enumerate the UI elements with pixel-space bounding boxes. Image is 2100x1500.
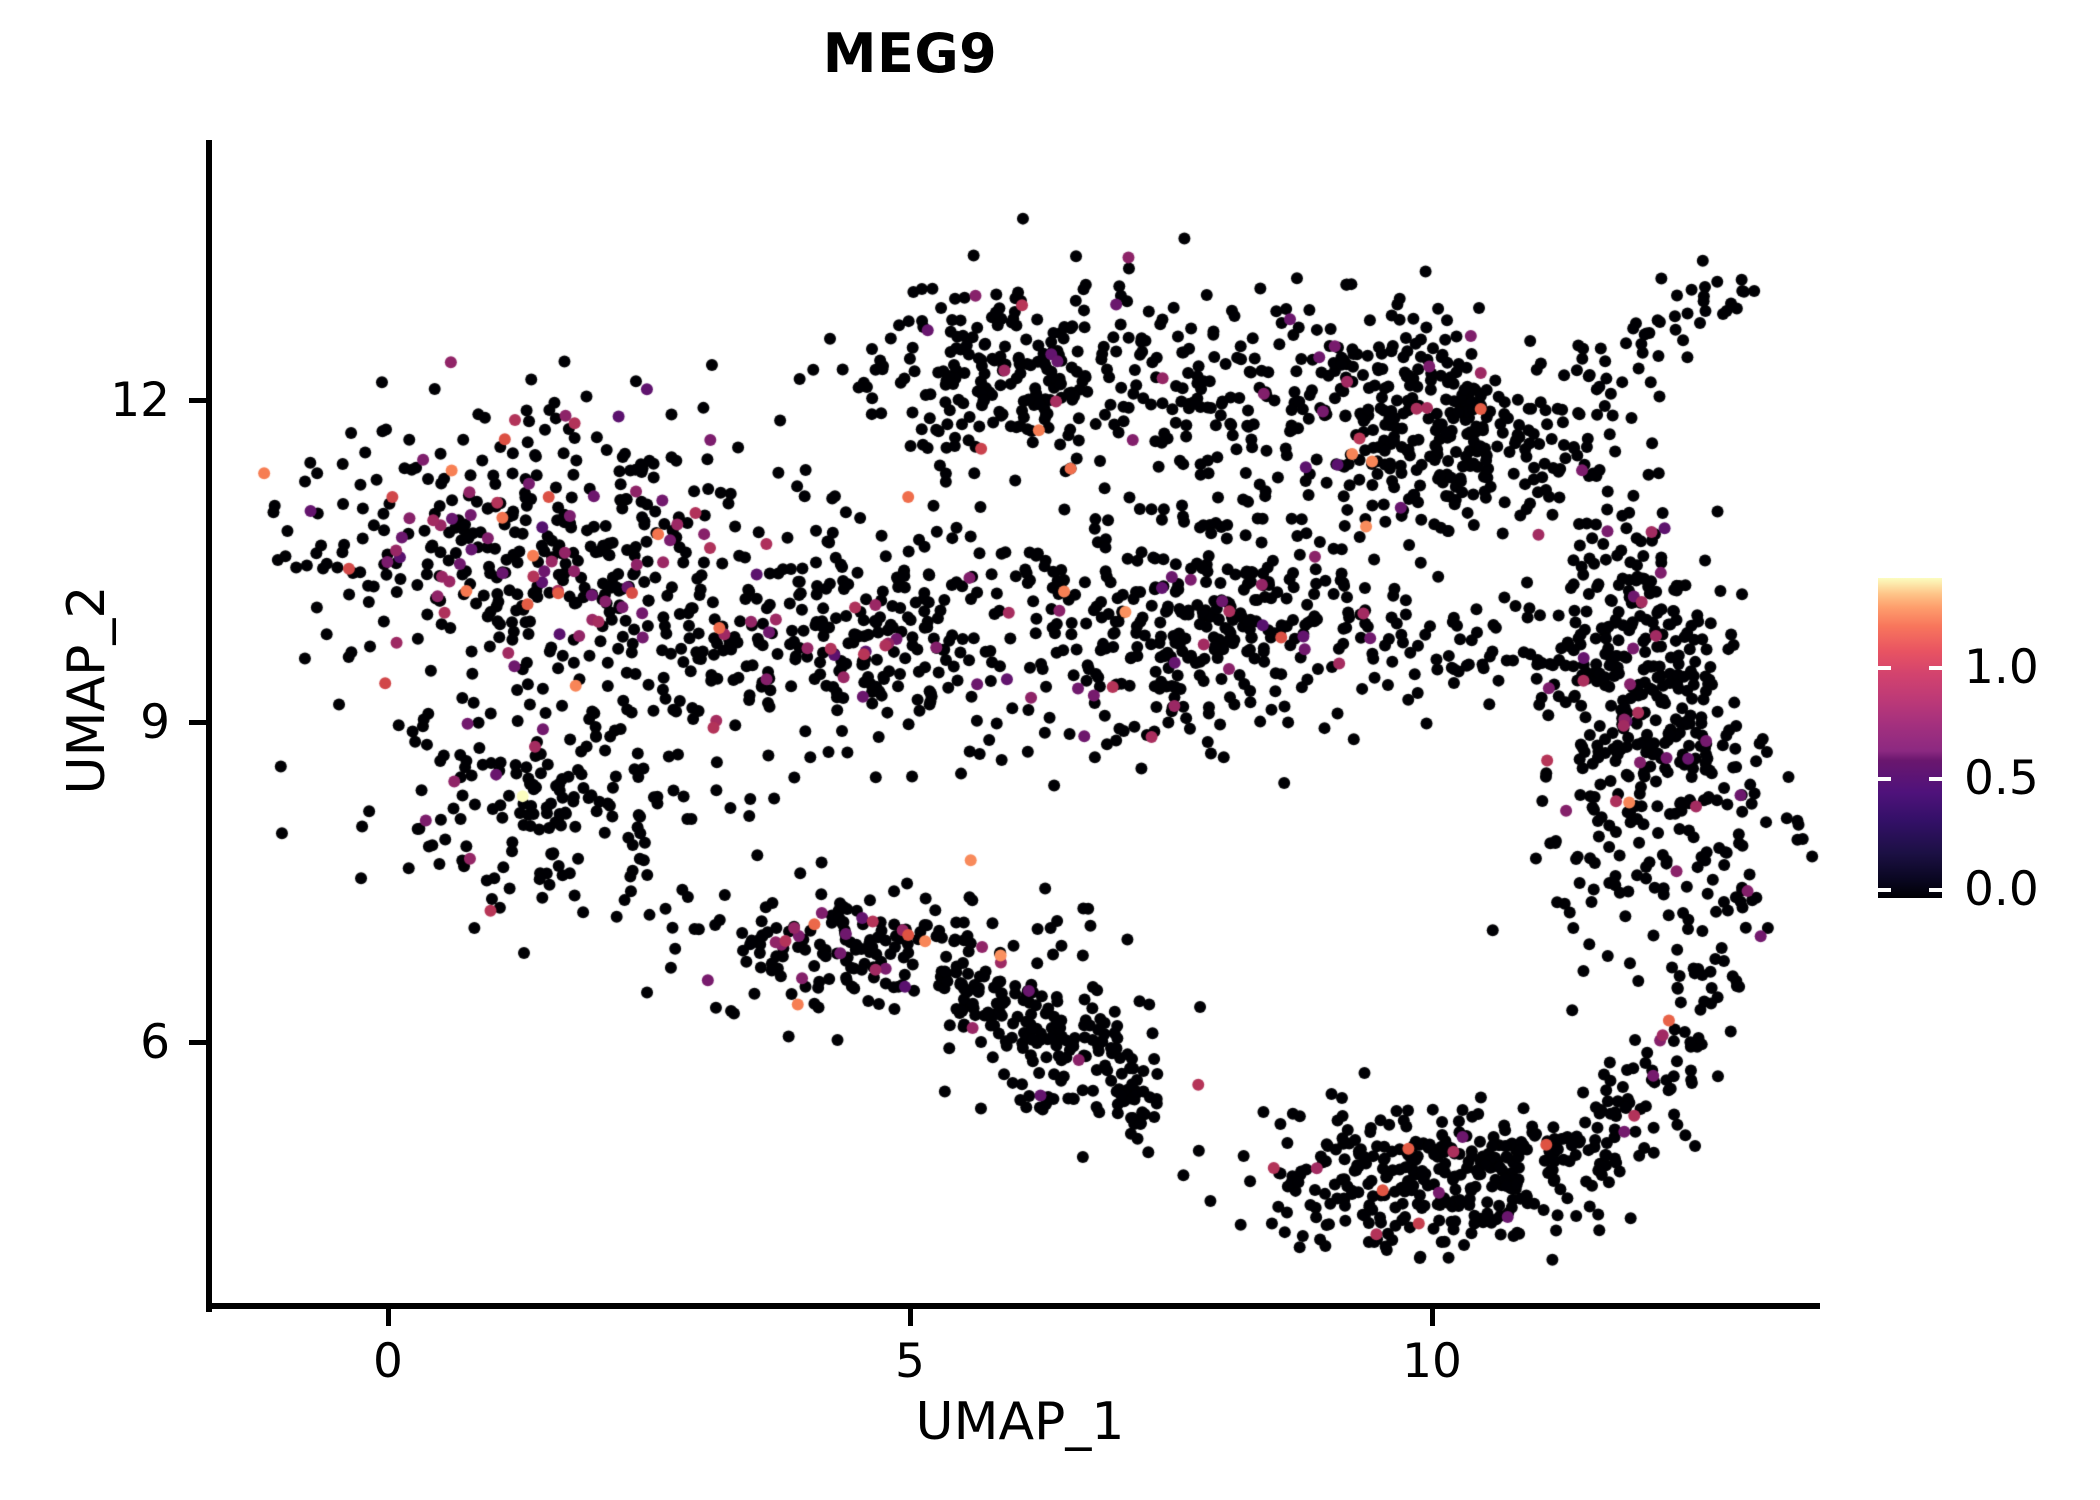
y-axis-label: UMAP_2 (57, 585, 117, 795)
colorbar-tick-label-1.0: 1.0 (1964, 640, 2039, 695)
colorbar-tick-mark-1.0-left (1878, 666, 1891, 670)
y-axis-spine (206, 140, 212, 1312)
x-axis-label: UMAP_1 (915, 1392, 1125, 1452)
colorbar: 1.0 0.5 0.0 (1878, 578, 2039, 913)
x-tick-label-10: 10 (1402, 1334, 1462, 1389)
colorbar-tick-label-0.0: 0.0 (1964, 862, 2039, 917)
colorbar-tick-mark-0.0-right (1929, 888, 1942, 892)
colorbar-tick-mark-1.0-right (1929, 666, 1942, 670)
colorbar-tick-label-0.5: 0.5 (1964, 751, 2039, 806)
y-tick-label-6: 6 (140, 1015, 170, 1070)
y-tick-mark-12 (189, 398, 206, 403)
x-tick-label-0: 0 (373, 1334, 403, 1389)
y-tick-label-12: 12 (110, 373, 170, 428)
colorbar-gradient (1878, 578, 1942, 898)
colorbar-tick-mark-0.5-right (1929, 777, 1942, 781)
y-tick-label-9: 9 (140, 695, 170, 750)
colorbar-tick-mark-0.5-left (1878, 777, 1891, 781)
x-tick-mark-5 (908, 1309, 913, 1326)
page-title: MEG9 (822, 22, 998, 85)
y-tick-mark-9 (189, 720, 206, 725)
y-tick-mark-6 (189, 1040, 206, 1045)
x-axis-spine (206, 1303, 1820, 1309)
x-tick-label-5: 5 (895, 1334, 925, 1389)
x-tick-mark-0 (386, 1309, 391, 1326)
scatter-plot-canvas (210, 140, 1820, 1308)
colorbar-tick-mark-0.0-left (1878, 888, 1891, 892)
plot-area (210, 140, 1820, 1308)
x-tick-mark-10 (1430, 1309, 1435, 1326)
